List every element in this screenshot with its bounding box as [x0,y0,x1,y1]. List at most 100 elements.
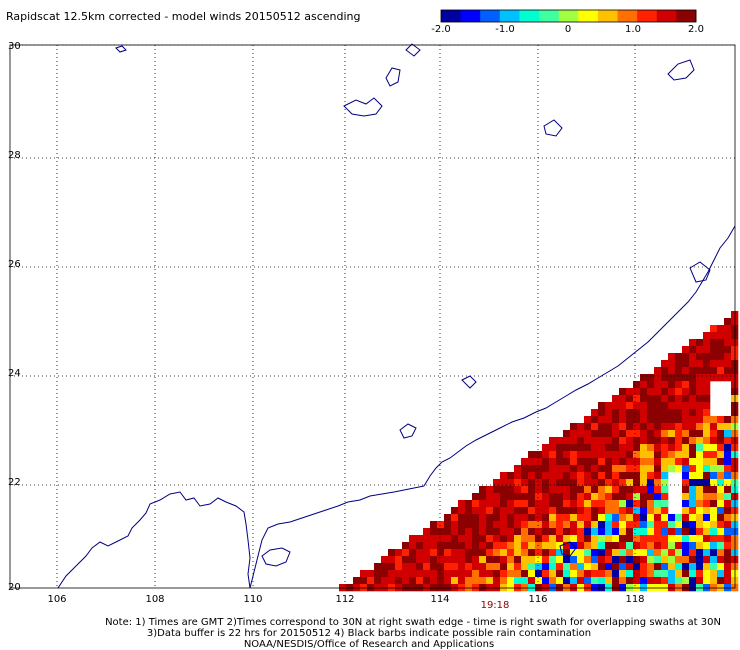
swath-cell [654,514,662,522]
swath-cell [675,437,683,445]
coastline-mainland [57,491,251,589]
swath-cell [584,493,592,501]
swath-cell [444,577,452,585]
swath-cell [549,570,557,578]
swath-cell [710,479,718,487]
swath-cell [661,409,669,417]
swath-cell [668,451,676,459]
swath-cell [605,507,613,515]
swath-cell [556,563,564,571]
swath-cell [514,465,522,473]
swath-cell [549,563,557,571]
swath-cell [388,563,396,571]
swath-cell [451,556,459,564]
swath-cell [717,367,725,375]
swath-cell [717,325,725,333]
map-title: Rapidscat 12.5km corrected - model winds… [6,10,361,23]
swath-cell [689,416,697,424]
swath-cell [724,332,732,340]
swath-cell [682,360,690,368]
swath-cell [647,577,655,585]
swath-cell [710,423,718,431]
axis-labels: 30 28 26 24 22 20 106 108 110 112 114 11… [8,41,645,605]
swath-cell [612,395,620,403]
swath-cell [528,521,536,529]
swath-cell [668,395,676,403]
swath-cell [486,535,494,543]
swath-cell [486,556,494,564]
swath-cell [689,493,697,501]
swath-cell [689,437,697,445]
swath-cell [612,402,620,410]
swath-cell [619,409,627,417]
swath-cell [710,339,718,347]
swath-cell [710,549,718,557]
swath-cell [654,570,662,578]
swath-cell [626,486,634,494]
swath-cell [689,563,697,571]
swath-cell [598,458,606,466]
swath-cell [710,556,718,564]
swath-cell [577,577,585,585]
swath-cell [605,423,613,431]
swath-cell [619,577,627,585]
swath-cell [437,556,445,564]
swath-cell [598,486,606,494]
swath-cell [591,430,599,438]
swath-cell [619,472,627,480]
swath-cell [696,367,704,375]
swath-cell [682,577,690,585]
swath-cell [710,367,718,375]
swath-cell [703,472,711,480]
lon-label: 118 [625,594,644,605]
swath-cell [633,507,641,515]
swath-cell [710,353,718,361]
swath-cell [409,542,417,550]
swath-cell [724,486,732,494]
swath-cell [542,577,550,585]
swath-cell [717,486,725,494]
swath-cell [654,437,662,445]
swath-cell [514,535,522,543]
swath-cell [626,416,634,424]
swath-cell [703,542,711,550]
swath-cell [577,507,585,515]
swath-cell [696,486,704,494]
swath-cell [458,556,466,564]
swath-cell [472,577,480,585]
swath-cell [626,528,634,536]
swath-cell [528,577,536,585]
swath-cell [549,472,557,480]
swath-cell [696,353,704,361]
swath-cell [668,416,676,424]
swath-cell [689,381,697,389]
swath-cell [612,451,620,459]
swath-cell [535,479,543,487]
swath-cell [395,563,403,571]
swath-cell [549,493,557,501]
swath-cell [528,570,536,578]
swath-cell [563,577,571,585]
swath-cell [696,444,704,452]
swath-cell [402,570,410,578]
swath-cell [724,437,732,445]
swath-cell [514,556,522,564]
swath-cell [661,563,669,571]
swath-cell [689,346,697,354]
colorbar-tick-label: -2.0 [431,24,451,35]
swath-cell [724,451,732,459]
swath-cell [542,479,550,487]
swath-cell [472,521,480,529]
swath-cell [640,416,648,424]
swath-cell [654,563,662,571]
swath-cell [703,395,711,403]
swath-cell [521,486,529,494]
swath-cell [521,465,529,473]
swath-cell [493,514,501,522]
swath-cell [619,556,627,564]
swath-cell [507,479,515,487]
swath-cell [486,507,494,515]
swath-cell [500,542,508,550]
swath-cell [682,409,690,417]
swath-cell [696,458,704,466]
